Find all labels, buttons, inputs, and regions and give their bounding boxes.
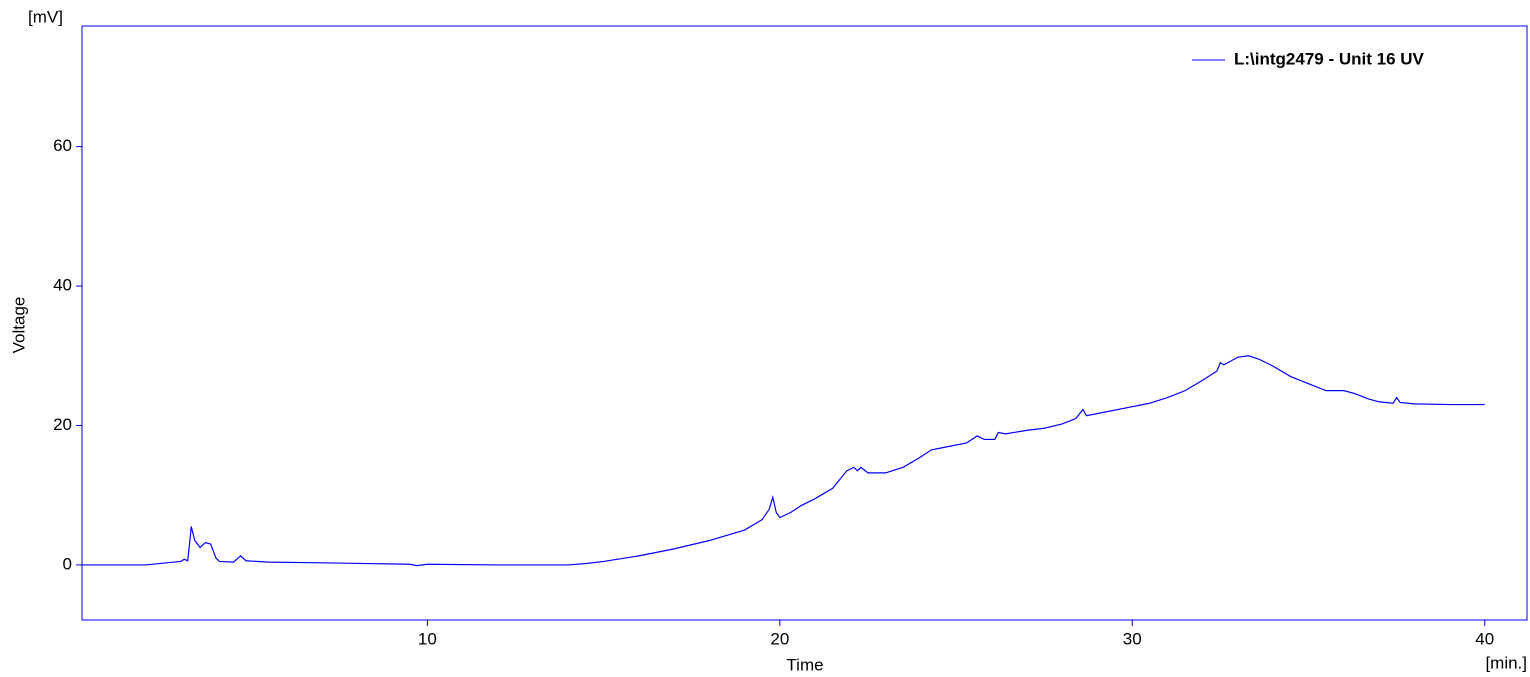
x-axis-label: Time [786, 655, 823, 674]
x-tick-label: 30 [1123, 629, 1142, 648]
plot-frame [81, 25, 1528, 621]
data-line [82, 355, 1485, 567]
y-unit: [mV] [28, 7, 63, 26]
y-tick-label: 40 [53, 276, 72, 295]
y-tick-label: 60 [53, 136, 72, 155]
x-tick-label: 40 [1475, 629, 1494, 648]
y-tick-label: 20 [53, 415, 72, 434]
y-tick-label: 0 [63, 554, 72, 573]
x-tick-label: 20 [770, 629, 789, 648]
y-axis-label: Voltage [9, 297, 28, 354]
legend-label: L:\intg2479 - Unit 16 UV [1234, 49, 1425, 68]
x-unit: [min.] [1485, 653, 1527, 672]
x-tick-label: 10 [418, 629, 437, 648]
